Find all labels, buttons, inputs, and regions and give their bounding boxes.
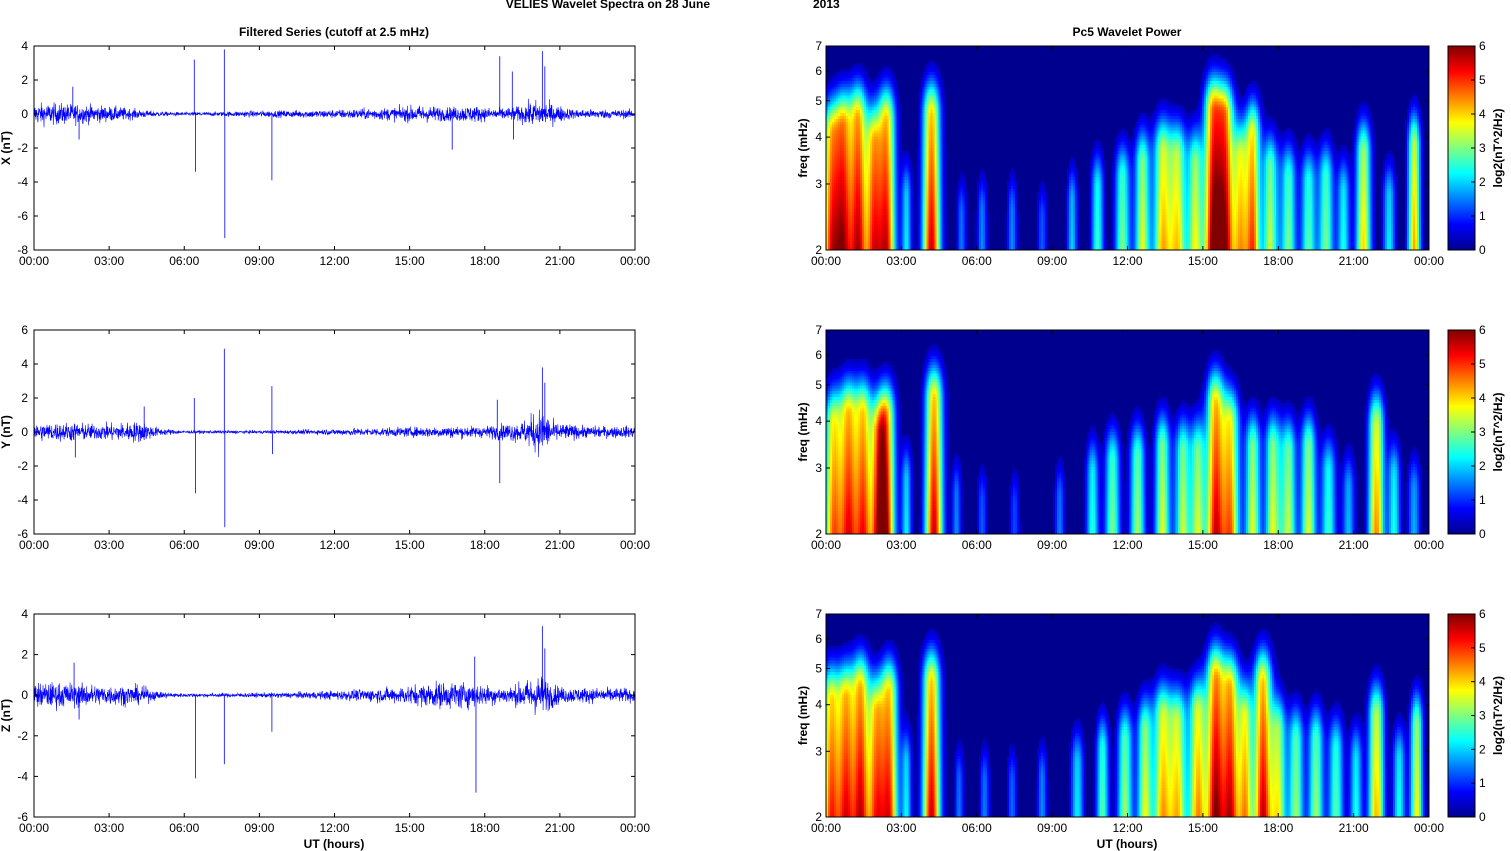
series-x-xtick-label: 03:00 — [94, 254, 124, 268]
left-column-title: Filtered Series (cutoff at 2.5 mHz) — [239, 25, 429, 39]
series-y-ytick-label: 0 — [21, 425, 28, 439]
series-z-xtick-label: 21:00 — [545, 821, 575, 835]
series-z-ytick-label: -2 — [17, 729, 28, 743]
x-axis-title-right: UT (hours) — [1097, 837, 1158, 851]
series-y-xtick-label: 03:00 — [94, 538, 124, 552]
series-x-ytick-label: 2 — [21, 73, 28, 87]
series-y-xtick-label: 18:00 — [470, 538, 500, 552]
series-y-xtick-label: 06:00 — [169, 538, 199, 552]
series-z-ylabel: Z (nT) — [0, 699, 13, 732]
series-z-ytick-label: 4 — [21, 607, 28, 621]
series-x-xtick-label: 15:00 — [395, 254, 425, 268]
series-y-ytick-label: 4 — [21, 357, 28, 371]
series-x-ytick-label: 0 — [21, 107, 28, 121]
series-x-ytick-label: -6 — [17, 209, 28, 223]
series-x-ytick-label: -4 — [17, 175, 28, 189]
x-axis-title-left: UT (hours) — [304, 837, 365, 851]
series-x-ytick-label: 4 — [21, 39, 28, 53]
series-z-xtick-label: 15:00 — [395, 821, 425, 835]
series-z-xtick-label: 03:00 — [94, 821, 124, 835]
series-y-ytick-label: -4 — [17, 493, 28, 507]
series-z-xtick-label: 18:00 — [470, 821, 500, 835]
series-y-xtick-label: 21:00 — [545, 538, 575, 552]
series-x-ylabel: X (nT) — [0, 131, 13, 165]
series-y-ylabel: Y (nT) — [0, 415, 13, 449]
series-y-xtick-label: 15:00 — [395, 538, 425, 552]
series-y-xtick-label: 00:00 — [620, 538, 650, 552]
series-z-ytick-label: 2 — [21, 648, 28, 662]
series-x-xtick-label: 06:00 — [169, 254, 199, 268]
series-x-ytick-label: -2 — [17, 141, 28, 155]
series-x-xtick-label: 00:00 — [19, 254, 49, 268]
series-y-xtick-label: 09:00 — [244, 538, 274, 552]
series-x-xtick-label: 09:00 — [244, 254, 274, 268]
figure-title-year: 2013 — [813, 0, 840, 11]
series-z-ytick-label: 0 — [21, 688, 28, 702]
series-z-xtick-label: 06:00 — [169, 821, 199, 835]
series-y-ytick-label: -2 — [17, 459, 28, 473]
series-y-xtick-label: 00:00 — [19, 538, 49, 552]
series-z-xtick-label: 12:00 — [319, 821, 349, 835]
series-x-xtick-label: 12:00 — [319, 254, 349, 268]
series-z-ytick-label: -4 — [17, 769, 28, 783]
series-z-xtick-label: 00:00 — [19, 821, 49, 835]
series-z-xtick-label: 00:00 — [620, 821, 650, 835]
series-z-xtick-label: 09:00 — [244, 821, 274, 835]
series-x-xtick-label: 18:00 — [470, 254, 500, 268]
series-x-xtick-label: 21:00 — [545, 254, 575, 268]
figure-title-main: VELIES Wavelet Spectra on 28 June — [506, 0, 711, 11]
right-column-title: Pc5 Wavelet Power — [1073, 25, 1182, 39]
series-y-ytick-label: 6 — [21, 323, 28, 337]
series-y-ytick-label: 2 — [21, 391, 28, 405]
series-y-xtick-label: 12:00 — [319, 538, 349, 552]
series-x-xtick-label: 00:00 — [620, 254, 650, 268]
series-z-plot-area — [34, 614, 635, 817]
